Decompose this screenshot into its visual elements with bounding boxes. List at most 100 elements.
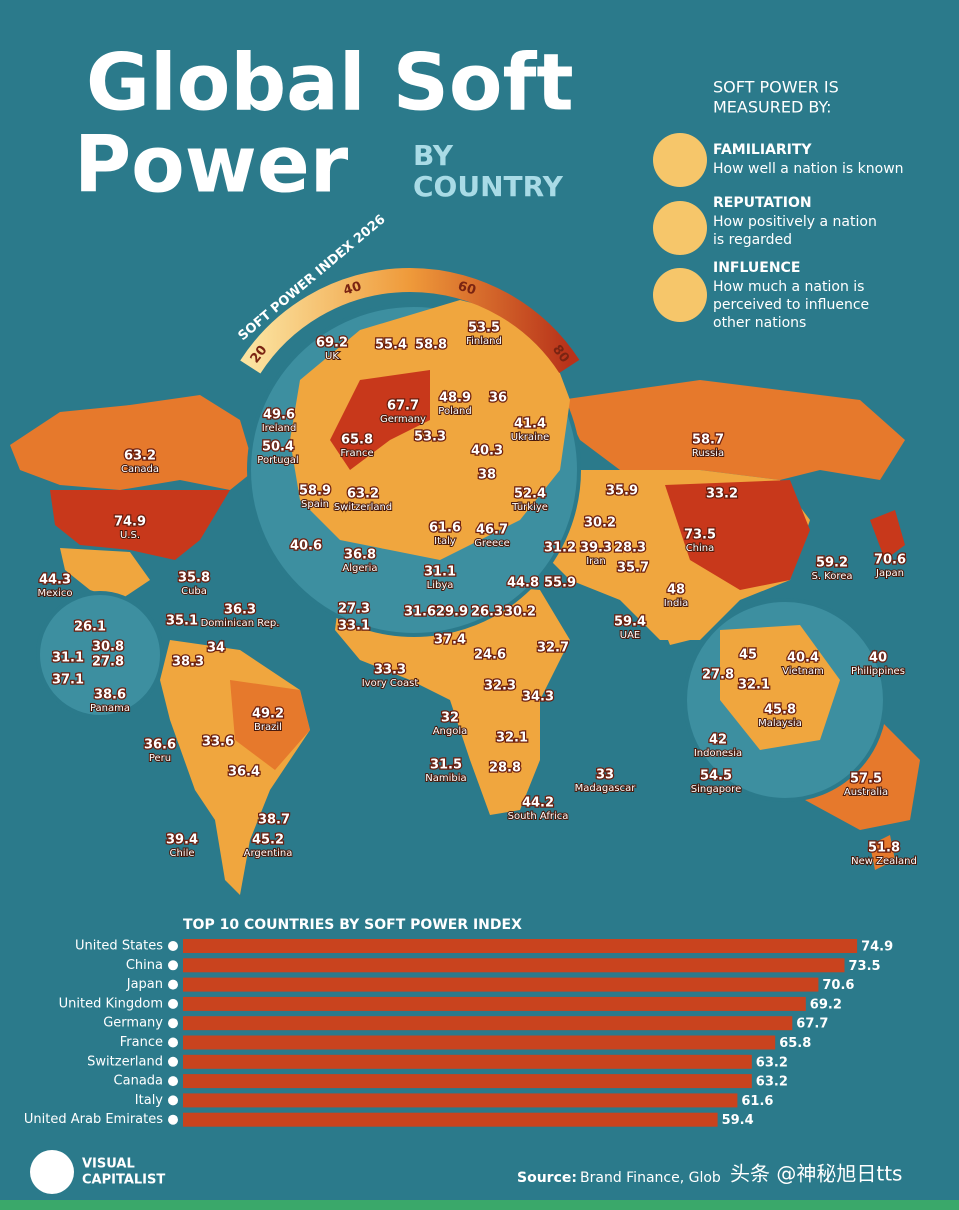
bar-value-label: 73.5	[849, 959, 881, 974]
bar-value-label: 67.7	[796, 1017, 828, 1032]
caribbean-zoom	[36, 591, 164, 719]
map	[10, 300, 920, 895]
map-value: 37.1	[52, 673, 84, 688]
legend-icon	[653, 201, 707, 255]
bar-chart-title: TOP 10 COUNTRIES BY SOFT POWER INDEX	[183, 917, 522, 933]
map-country: Algeria	[342, 563, 377, 574]
map-value: 74.9	[114, 515, 146, 530]
map-value: 73.5	[684, 528, 716, 543]
map-value: 58.7	[692, 433, 724, 448]
bar	[183, 1112, 718, 1127]
nz-shape	[870, 835, 895, 870]
bar	[183, 1016, 793, 1031]
map-value: 61.6	[429, 521, 461, 536]
watermark: 头条 @神秘旭日tts	[730, 1162, 902, 1186]
map-value: 39.4	[166, 833, 198, 848]
map-value: 44.2	[522, 796, 554, 811]
map-country: Argentina	[244, 848, 293, 859]
map-value: 53.3	[414, 430, 446, 445]
map-value: 44.8	[507, 576, 539, 591]
flag	[168, 1095, 178, 1106]
map-country: Finland	[466, 336, 502, 347]
map-country: Malaysia	[758, 718, 802, 729]
map-value: 33.1	[338, 619, 370, 634]
map-country: Ukraine	[511, 432, 550, 443]
map-value: 36.6	[144, 738, 176, 753]
map-value: 48.9	[439, 391, 471, 406]
bar	[183, 977, 819, 992]
map-value: 36	[489, 391, 507, 406]
map-country: Madagascar	[575, 783, 637, 794]
bar-category: China	[126, 958, 163, 973]
map-value: 53.5	[468, 321, 500, 336]
map-value: 38.6	[94, 688, 126, 703]
gauge-tick-label: 40	[342, 279, 364, 299]
map-country: Canada	[121, 464, 159, 475]
canada-shape	[10, 395, 255, 490]
map-country: Switzerland	[334, 502, 392, 513]
bar-category: Canada	[114, 1074, 163, 1089]
map-country: Russia	[692, 448, 724, 459]
map-value: 54.5	[700, 769, 732, 784]
brazil-shape	[230, 680, 310, 770]
us-shape	[50, 490, 230, 560]
gauge-tick-label: 60	[456, 279, 478, 299]
map-value: 49.2	[252, 707, 284, 722]
bar-value-label: 70.6	[822, 978, 854, 993]
map-country: U.S.	[120, 530, 140, 541]
legend-item-text: How positively a nation	[713, 214, 877, 230]
bar-category: Switzerland	[87, 1054, 163, 1069]
map-value: 50.4	[262, 440, 294, 455]
map-country: Italy	[434, 536, 456, 547]
map-value: 30.2	[504, 605, 536, 620]
map-value: 40.3	[471, 444, 503, 459]
map-value: 27.8	[702, 668, 734, 683]
brand: VISUAL	[82, 1157, 135, 1172]
bar-category: United Kingdom	[59, 996, 163, 1011]
map-value: 67.7	[387, 399, 419, 414]
bottom-strip	[0, 1200, 959, 1210]
africa-shape	[335, 580, 570, 815]
map-country: South Africa	[508, 811, 569, 822]
china-shape	[665, 480, 810, 590]
map-country: UAE	[620, 630, 640, 641]
europe-shape	[290, 300, 570, 560]
title-line2: Power	[74, 120, 349, 210]
map-country: Spain	[301, 499, 329, 510]
map-value: 63.2	[124, 449, 156, 464]
map-value: 33	[596, 768, 614, 783]
legend-item-title: FAMILIARITY	[713, 142, 812, 158]
flag	[168, 998, 178, 1009]
map-value: 40	[869, 651, 887, 666]
map-country: Vietnam	[782, 666, 824, 677]
map-value: 33.6	[202, 735, 234, 750]
sea-shape	[720, 625, 840, 750]
map-country: Mexico	[38, 588, 73, 599]
map-value: 31.1	[424, 565, 456, 580]
map-value: 34.3	[522, 690, 554, 705]
bar-value-label: 61.6	[741, 1094, 773, 1109]
bar	[183, 996, 806, 1011]
map-value: 57.5	[850, 772, 882, 787]
map-country: China	[686, 543, 715, 554]
map-value: 27.3	[338, 602, 370, 617]
map-value: 48	[667, 583, 685, 598]
map-value: 42	[709, 733, 727, 748]
bar-value-label: 74.9	[861, 940, 893, 955]
map-value: 36.8	[344, 548, 376, 563]
map-value: 35.7	[617, 561, 649, 576]
map-value: 45	[739, 648, 757, 663]
bar-value-label: 59.4	[722, 1113, 754, 1128]
legend-icon	[653, 133, 707, 187]
bar-value-label: 63.2	[756, 1075, 788, 1090]
legend-heading: SOFT POWER IS	[713, 78, 839, 97]
map-value: 26.1	[74, 620, 106, 635]
map-country: Indonesia	[694, 748, 742, 759]
flag	[168, 979, 178, 990]
map-country: Panama	[90, 703, 130, 714]
map-value: 33.2	[706, 487, 738, 502]
map-country: Türkiye	[511, 502, 548, 513]
map-value: 36.4	[228, 765, 260, 780]
russia-shape	[560, 380, 905, 480]
bar-value-label: 65.8	[779, 1036, 811, 1051]
